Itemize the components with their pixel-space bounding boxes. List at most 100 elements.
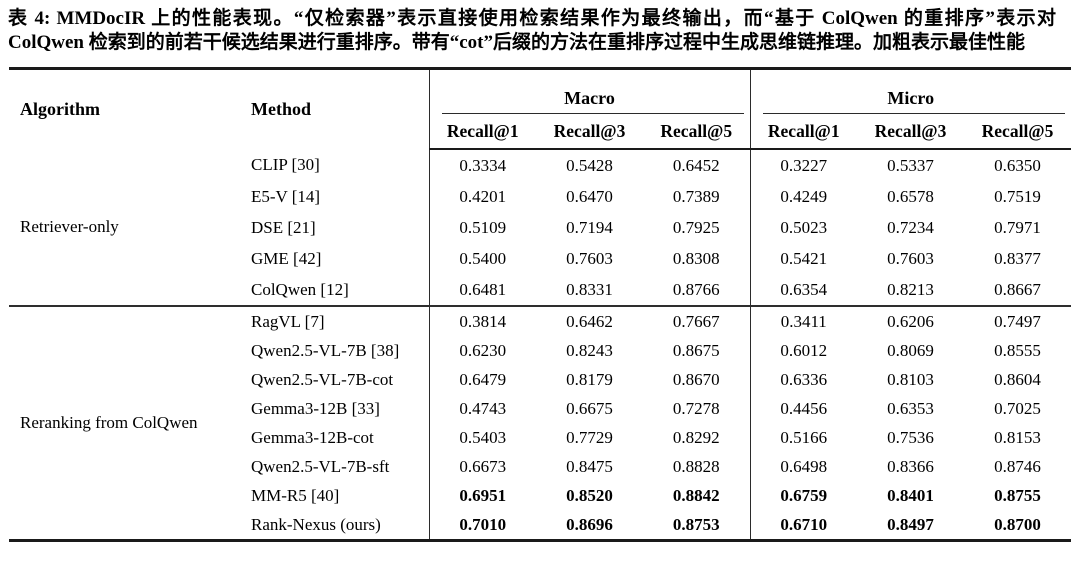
value-cell: 0.6498: [749, 452, 857, 481]
value-cell: 0.4249: [749, 181, 857, 212]
value-cell: 0.6710: [749, 510, 857, 541]
value-cell: 0.5023: [749, 212, 857, 243]
value-cell: 0.5421: [749, 243, 857, 274]
table-row: DSE [21] 0.5109 0.7194 0.7925 0.5023 0.7234 0.…: [9, 212, 1071, 243]
method-cell: ColQwen [12]: [251, 279, 349, 299]
value-cell: 0.8377: [994, 248, 1041, 268]
table-row: MM-R5 [40] 0.6951 0.8520 0.8842 0.6759 0.8401…: [9, 481, 1071, 510]
method-cell: Qwen2.5-VL-7B-sft: [251, 456, 390, 476]
col-header-micro-recall3: Recall@3: [857, 114, 964, 150]
table-row: Rank-Nexus (ours) 0.7010 0.8696 0.8753 0.671…: [9, 510, 1071, 541]
table-row: Reranking from ColQwen RagVL [7] 0.3814 0.6…: [9, 305, 1071, 541]
value-cell: 0.6452: [672, 155, 720, 175]
value-cell: 0.3814: [428, 305, 536, 336]
value-cell: 0.8103: [887, 369, 934, 389]
table-row: E5-V [14] 0.4201 0.6470 0.7389 0.4249 0.6578 0…: [9, 181, 1071, 212]
table-row: Gemma3-12B [33] 0.4743 0.6675 0.7278 0.4456 0…: [9, 394, 1071, 423]
method-cell: CLIP [30]: [251, 155, 320, 174]
value-cell: 0.8766: [672, 279, 720, 299]
value-cell: 0.7603: [887, 248, 934, 268]
value-cell: 0.6354: [749, 274, 857, 306]
method-cell: Qwen2.5-VL-7B [38]: [251, 340, 400, 360]
value-cell: 0.8520: [566, 485, 613, 505]
col-group-macro-label: Macro: [564, 88, 615, 108]
col-group-micro-label: Micro: [887, 88, 935, 108]
value-cell: 0.3334: [428, 149, 536, 181]
value-cell: 0.8475: [566, 456, 613, 476]
table-row: Qwen2.5-VL-7B-cot 0.6479 0.8179 0.8670 0.633…: [9, 365, 1071, 394]
method-cell: Gemma3-12B [33]: [251, 398, 380, 418]
col-header-macro-recall1: Recall@1: [428, 114, 536, 150]
value-cell: 0.7234: [887, 217, 934, 237]
subheader-row: Recall@1 Recall@3 Recall@5 Recall@1 Reca…: [9, 114, 1071, 150]
value-cell: 0.7278: [672, 398, 720, 418]
value-cell: 0.6759: [749, 481, 857, 510]
value-cell: 0.7729: [566, 427, 613, 447]
value-cell: 0.6479: [428, 365, 536, 394]
value-cell: 0.8213: [887, 279, 934, 299]
table-header: Algorithm Method Macro Micro Recall@1 Re…: [9, 68, 1071, 150]
table-row: Gemma3-12B-cot 0.5403 0.7729 0.8292 0.5166 0.…: [9, 423, 1071, 452]
value-cell: 0.8842: [672, 485, 720, 505]
value-cell: 0.8755: [994, 485, 1041, 505]
macro-cmidrule: [441, 113, 744, 114]
value-cell: 0.6462: [536, 305, 643, 336]
table-row: Qwen2.5-VL-7B [38] 0.6230 0.8243 0.8675 0.60…: [9, 336, 1071, 365]
value-cell: 0.6481: [428, 274, 536, 306]
value-cell: 0.8401: [887, 485, 934, 505]
value-cell: 0.7497: [964, 305, 1071, 336]
value-cell: 0.7925: [672, 217, 720, 237]
value-cell: 0.8696: [566, 514, 613, 534]
col-group-micro: Micro: [749, 68, 1071, 114]
method-cell: MM-R5 [40]: [251, 485, 340, 505]
value-cell: 0.6353: [887, 398, 934, 418]
value-cell: 0.4456: [749, 394, 857, 423]
value-cell: 0.7603: [566, 248, 613, 268]
value-cell: 0.8179: [566, 369, 613, 389]
value-cell: 0.8069: [887, 340, 934, 360]
method-cell: E5-V [14]: [251, 186, 321, 206]
col-header-algorithm: Algorithm: [20, 99, 100, 119]
value-cell: 0.4201: [428, 181, 536, 212]
value-cell: 0.6578: [887, 186, 934, 206]
value-cell: 0.8366: [887, 456, 934, 476]
table-row: Retriever-only CLIP [30] 0.3334 0.5428 0.645…: [9, 149, 1071, 236]
value-cell: 0.8667: [994, 279, 1041, 299]
value-cell: 0.8670: [672, 369, 720, 389]
algorithm-cell: Retriever-only: [20, 217, 119, 236]
micro-cmidrule: [762, 113, 1065, 114]
value-cell: 0.7389: [672, 186, 720, 206]
value-cell: 0.8331: [566, 279, 613, 299]
value-cell: 0.6673: [428, 452, 536, 481]
value-cell: 0.8497: [887, 514, 934, 534]
table-row: Qwen2.5-VL-7B-sft 0.6673 0.8475 0.8828 0.649…: [9, 452, 1071, 481]
value-cell: 0.6206: [857, 305, 964, 336]
col-header-method: Method: [251, 99, 311, 119]
method-cell: GME [42]: [251, 248, 322, 268]
value-cell: 0.8753: [672, 514, 720, 534]
value-cell: 0.8292: [672, 427, 720, 447]
value-cell: 0.8700: [994, 514, 1041, 534]
value-cell: 0.7519: [994, 186, 1041, 206]
table-row: ColQwen [12] 0.6481 0.8331 0.8766 0.6354 0.82…: [9, 274, 1071, 306]
value-cell: 0.8828: [672, 456, 720, 476]
value-cell: 0.7536: [887, 427, 934, 447]
value-cell: 0.7194: [566, 217, 613, 237]
value-cell: 0.5166: [749, 423, 857, 452]
method-cell: Rank-Nexus (ours): [251, 514, 381, 534]
value-cell: 0.6470: [566, 186, 613, 206]
table-row: GME [42] 0.5400 0.7603 0.8308 0.5421 0.7603 0.…: [9, 243, 1071, 274]
method-cell: Gemma3-12B-cot: [251, 427, 374, 447]
algorithm-cell: Reranking from ColQwen: [9, 305, 249, 541]
table-caption: 表 4: MMDocIR 上的性能表现。“仅检索器”表示直接使用检索结果作为最终…: [8, 8, 1056, 53]
value-cell: 0.8308: [672, 248, 720, 268]
value-cell: 0.6230: [428, 336, 536, 365]
method-cell: DSE [21]: [251, 217, 316, 237]
method-cell: RagVL [7]: [249, 305, 429, 336]
value-cell: 0.5403: [428, 423, 536, 452]
value-cell: 0.7025: [994, 398, 1041, 418]
results-table: Algorithm Method Macro Micro Recall@1 Re…: [9, 67, 1071, 542]
value-cell: 0.6336: [749, 365, 857, 394]
value-cell: 0.6012: [749, 336, 857, 365]
